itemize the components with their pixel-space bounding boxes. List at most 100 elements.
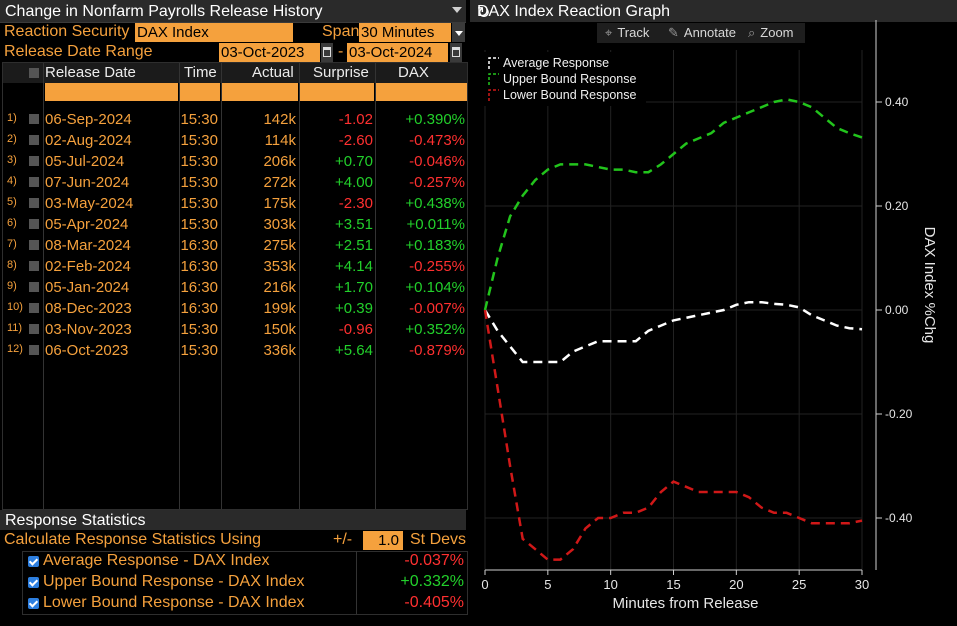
table-row[interactable]: 2) 02-Aug-2024 15:30 114k -2.60 -0.473%: [3, 130, 467, 151]
actual-cell: 336k: [263, 342, 296, 359]
surprise-cell: +4.14: [335, 258, 373, 275]
filter-release-date[interactable]: [45, 83, 178, 101]
row-checkbox[interactable]: [29, 198, 39, 208]
range-to-input[interactable]: 03-Oct-2024: [347, 43, 448, 62]
stat-label: Lower Bound Response - DAX Index: [43, 594, 305, 611]
table-row[interactable]: 11) 03-Nov-2023 15:30 150k -0.96 +0.352%: [3, 319, 467, 340]
col-time[interactable]: Time: [184, 64, 217, 81]
graph-toolbar: ⌖ Track ✎ Annotate ⌕ Zoom: [597, 23, 805, 43]
crosshair-icon: ⌖: [605, 25, 613, 40]
table-row[interactable]: 1) 06-Sep-2024 15:30 142k -1.02 +0.390%: [3, 109, 467, 130]
table-row[interactable]: 12) 06-Oct-2023 15:30 336k +5.64 -0.879%: [3, 340, 467, 361]
stats-list-frame: [22, 551, 468, 615]
stat-row[interactable]: Upper Bound Response - DAX Index +0.332%: [0, 572, 466, 593]
reaction-security-input[interactable]: DAX Index: [135, 23, 293, 42]
release-history-title-bar: Change in Nonfarm Payrolls Release Histo…: [0, 0, 466, 23]
dax-chg-cell: -0.257%: [409, 174, 465, 191]
table-row[interactable]: 7) 08-Mar-2024 16:30 275k +2.51 +0.183%: [3, 235, 467, 256]
span-dropdown-chevron-icon[interactable]: [452, 23, 465, 42]
actual-cell: 114k: [264, 132, 296, 149]
legend-label: Lower Bound Response: [503, 88, 636, 102]
row-checkbox[interactable]: [29, 261, 39, 271]
table-row[interactable]: 9) 05-Jan-2024 16:30 216k +1.70 +0.104%: [3, 277, 467, 298]
table-row[interactable]: 10) 08-Dec-2023 16:30 199k +0.39 -0.007%: [3, 298, 467, 319]
col-surprise[interactable]: Surprise: [313, 64, 369, 81]
stat-value: -0.037%: [404, 552, 464, 569]
x-tick-label: 10: [603, 577, 617, 592]
table-row[interactable]: 5) 03-May-2024 15:30 175k -2.30 +0.438%: [3, 193, 467, 214]
row-checkbox[interactable]: [29, 219, 39, 229]
row-index: 7): [7, 238, 17, 250]
range-from-input[interactable]: 03-Oct-2023: [219, 43, 320, 62]
x-tick-label: 20: [729, 577, 743, 592]
table-row[interactable]: 4) 07-Jun-2024 15:30 272k +4.00 -0.257%: [3, 172, 467, 193]
reaction-chart[interactable]: 0 5 10 15 20 25 30 0.40 0.20 0.00 -0.20 -0.40 Minute…: [470, 0, 957, 626]
panel-menu-chevron-icon[interactable]: [452, 7, 462, 13]
stat-row[interactable]: Lower Bound Response - DAX Index -0.405%: [0, 593, 466, 614]
calendar-from-icon[interactable]: [321, 43, 333, 62]
zoom-label: Zoom: [760, 25, 794, 40]
response-statistics-header: Response Statistics: [0, 510, 466, 530]
row-checkbox[interactable]: [29, 177, 39, 187]
surprise-cell: +0.70: [335, 153, 373, 170]
filter-actual[interactable]: [222, 83, 298, 101]
legend-swatch: [488, 73, 499, 85]
table-row[interactable]: 3) 05-Jul-2024 15:30 206k +0.70 -0.046%: [3, 151, 467, 172]
row-checkbox[interactable]: [29, 345, 39, 355]
release-date-cell: 03-Nov-2023: [45, 321, 132, 338]
legend-swatch: [488, 57, 499, 69]
series-line-average[interactable]: [483, 300, 863, 364]
stat-checkbox[interactable]: [28, 556, 39, 567]
filter-time[interactable]: [180, 83, 220, 101]
time-cell: 15:30: [180, 321, 218, 338]
track-button[interactable]: ⌖ Track: [605, 25, 649, 41]
row-checkbox[interactable]: [29, 303, 39, 313]
release-date-cell: 03-May-2024: [45, 195, 134, 212]
stat-label: Upper Bound Response - DAX Index: [43, 573, 305, 590]
stdev-input[interactable]: 1.0: [363, 531, 403, 550]
calc-stats-label: Calculate Response Statistics Using: [4, 531, 262, 548]
row-checkbox[interactable]: [29, 156, 39, 166]
row-checkbox[interactable]: [29, 135, 39, 145]
series-line-lower[interactable]: [483, 309, 863, 561]
divider: [375, 63, 376, 509]
divider: [179, 63, 180, 509]
stat-checkbox[interactable]: [28, 598, 39, 609]
actual-cell: 206k: [263, 153, 296, 170]
release-date-range-label: Release Date Range: [4, 43, 153, 60]
stat-row[interactable]: Average Response - DAX Index -0.037%: [0, 551, 466, 572]
y-axis-label: DAX Index %Chg: [921, 227, 938, 344]
stat-value: +0.332%: [400, 573, 464, 590]
filter-surprise[interactable]: [300, 83, 374, 101]
row-index: 5): [7, 196, 17, 208]
annotate-button[interactable]: ✎ Annotate: [668, 25, 736, 41]
span-label: Span: [322, 23, 360, 40]
select-all-checkbox[interactable]: [29, 68, 39, 78]
series-line-upper[interactable]: [483, 98, 863, 311]
stat-checkbox[interactable]: [28, 577, 39, 588]
time-cell: 16:30: [180, 279, 218, 296]
row-checkbox[interactable]: [29, 240, 39, 250]
table-row[interactable]: 8) 02-Feb-2024 16:30 353k +4.14 -0.255%: [3, 256, 467, 277]
divider: [221, 63, 222, 509]
zoom-button[interactable]: ⌕ Zoom: [748, 25, 794, 41]
actual-cell: 216k: [263, 279, 296, 296]
table-row[interactable]: 6) 05-Apr-2024 15:30 303k +3.51 +0.011%: [3, 214, 467, 235]
row-index: 2): [7, 133, 17, 145]
col-actual[interactable]: Actual: [252, 64, 294, 81]
filter-dax-chg[interactable]: [376, 83, 467, 101]
row-index: 6): [7, 217, 17, 229]
refresh-icon[interactable]: ↻: [477, 5, 491, 22]
row-checkbox[interactable]: [29, 114, 39, 124]
annotate-label: Annotate: [683, 25, 736, 40]
row-checkbox[interactable]: [29, 282, 39, 292]
reaction-security-label: Reaction Security: [4, 23, 130, 40]
span-select[interactable]: 30 Minutes: [359, 23, 451, 42]
row-index: 10): [7, 301, 23, 313]
reaction-graph-title-bar: DAX Index Reaction Graph ↻: [470, 0, 957, 22]
col-release-date[interactable]: Release Date: [45, 64, 136, 81]
row-checkbox[interactable]: [29, 324, 39, 334]
calendar-to-icon[interactable]: [450, 43, 462, 62]
actual-cell: 150k: [263, 321, 296, 338]
legend-swatch: [488, 89, 499, 101]
